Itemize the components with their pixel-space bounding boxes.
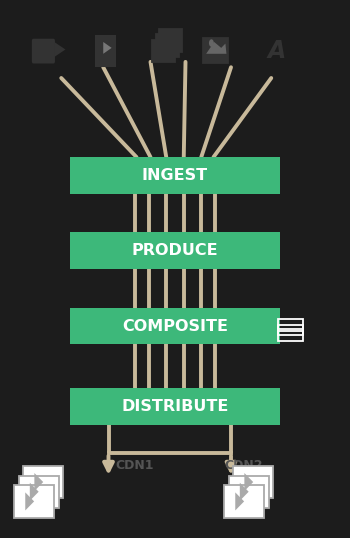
Text: INGEST: INGEST xyxy=(142,168,208,183)
Polygon shape xyxy=(30,483,38,501)
Text: A: A xyxy=(267,39,286,63)
FancyBboxPatch shape xyxy=(32,39,55,63)
Bar xyxy=(70,157,280,194)
Polygon shape xyxy=(103,42,112,54)
Polygon shape xyxy=(244,473,253,491)
FancyBboxPatch shape xyxy=(156,34,179,57)
Ellipse shape xyxy=(209,39,214,47)
FancyBboxPatch shape xyxy=(203,38,228,63)
Bar xyxy=(233,466,273,498)
Bar xyxy=(23,466,63,498)
Polygon shape xyxy=(235,492,244,511)
FancyBboxPatch shape xyxy=(159,29,182,52)
Text: CDN2: CDN2 xyxy=(224,459,262,472)
Bar xyxy=(70,308,280,344)
Bar xyxy=(14,485,54,518)
Bar xyxy=(224,485,264,518)
Bar xyxy=(229,476,269,508)
Polygon shape xyxy=(240,483,248,501)
Text: CDN1: CDN1 xyxy=(116,459,154,472)
FancyBboxPatch shape xyxy=(96,36,115,66)
Bar xyxy=(19,476,59,508)
Polygon shape xyxy=(34,473,43,491)
Polygon shape xyxy=(25,492,34,511)
Polygon shape xyxy=(206,42,226,54)
Bar xyxy=(278,331,303,341)
Text: DISTRIBUTE: DISTRIBUTE xyxy=(121,399,229,414)
Bar xyxy=(278,325,303,335)
Bar xyxy=(70,388,280,425)
Text: PRODUCE: PRODUCE xyxy=(132,243,218,258)
Bar xyxy=(70,232,280,269)
Text: COMPOSITE: COMPOSITE xyxy=(122,318,228,334)
Bar xyxy=(278,319,303,329)
FancyBboxPatch shape xyxy=(152,40,175,62)
Polygon shape xyxy=(54,42,65,57)
